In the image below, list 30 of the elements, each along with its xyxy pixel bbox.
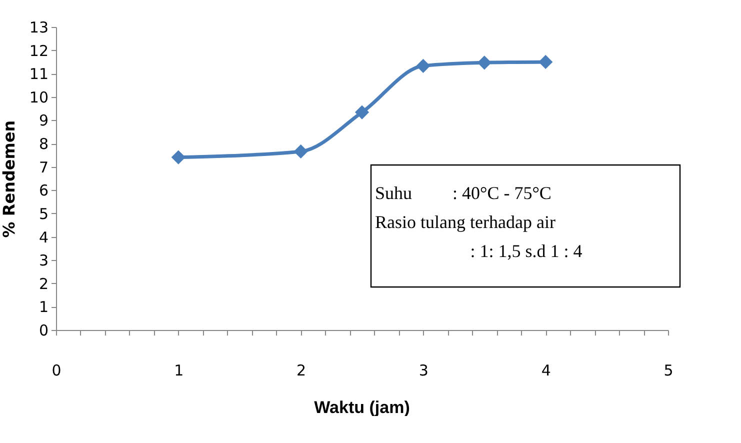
- point: [538, 54, 553, 70]
- y-tick-label: 4: [38, 228, 48, 246]
- y-axis-title: % Rendemen: [0, 120, 18, 238]
- annotation: Suhu : 40°C - 75°C: [375, 183, 552, 203]
- y-tick-label: 8: [38, 135, 48, 154]
- point: [416, 58, 430, 73]
- y-tick-label: 10: [29, 88, 48, 106]
- x-tick-label: 1: [174, 362, 184, 380]
- annotation: : 1: 1,5 s.d 1 : 4: [470, 241, 582, 261]
- x-tick-label: 0: [52, 362, 62, 380]
- point: [294, 144, 308, 159]
- y-tick-label: 11: [29, 65, 48, 84]
- x-tick-label: 5: [664, 362, 674, 380]
- point: [477, 56, 492, 70]
- y-tick-label: 7: [38, 158, 48, 176]
- y-tick-label: 5: [38, 204, 48, 223]
- y-tick-label: 1: [38, 298, 48, 316]
- y-tick-label: 13: [29, 18, 48, 36]
- y-tick-label: 6: [38, 182, 48, 200]
- annotation: Rasio tulang terhadap air: [375, 212, 556, 232]
- x-tick-label: 3: [418, 362, 428, 380]
- y-tick-label: 0: [38, 322, 48, 340]
- y-tick-label: 2: [38, 274, 48, 293]
- point: [171, 150, 186, 164]
- point: [354, 105, 370, 120]
- y-tick-label: 3: [38, 252, 48, 270]
- x-tick-label: 4: [541, 362, 551, 380]
- y-tick-label: 12: [29, 42, 48, 60]
- y-tick-label: 9: [38, 112, 48, 130]
- x-tick-label: 2: [296, 362, 306, 380]
